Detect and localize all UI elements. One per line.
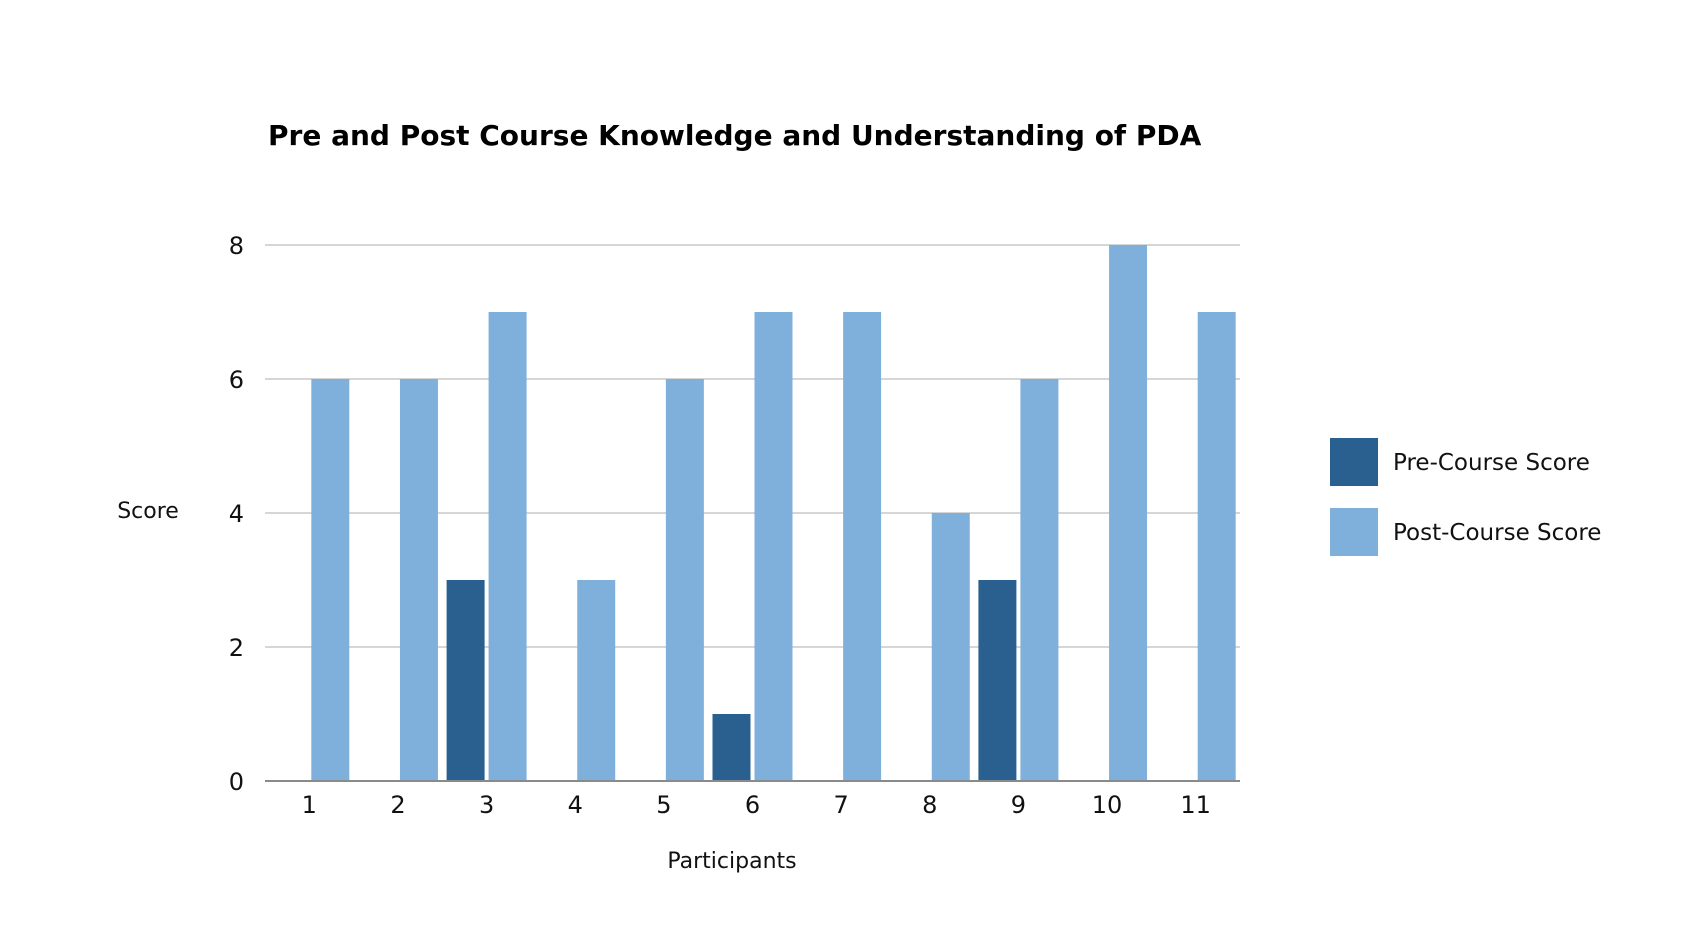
y-tick-label: 2 — [229, 634, 244, 662]
post-course-bar-8 — [931, 513, 970, 781]
post-course-bar-9 — [1020, 379, 1059, 781]
post-course-bar-10 — [1109, 245, 1148, 781]
bars — [311, 245, 1236, 781]
y-tick-label: 6 — [229, 366, 244, 394]
x-tick-label: 7 — [833, 791, 848, 819]
legend-label: Pre-Course Score — [1393, 450, 1590, 476]
legend: Pre-Course Score Post-Course Score — [1330, 438, 1601, 556]
chart-title: Pre and Post Course Knowledge and Unders… — [268, 119, 1202, 152]
x-tick-label: 6 — [745, 791, 760, 819]
post-course-bar-2 — [399, 379, 438, 781]
x-tick-label: 8 — [922, 791, 937, 819]
y-tick-label: 4 — [229, 500, 244, 528]
post-course-bar-1 — [311, 379, 350, 781]
x-axis-title: Participants — [667, 849, 796, 874]
x-tick-label: 5 — [656, 791, 671, 819]
x-tick-label: 3 — [479, 791, 494, 819]
x-axis-ticks: 1 2 3 4 5 6 7 8 9 10 11 — [302, 791, 1211, 819]
pre-course-bar-6 — [712, 714, 751, 781]
post-course-bar-7 — [843, 312, 882, 781]
y-axis-ticks: 0 2 4 6 8 — [229, 232, 244, 796]
x-tick-label: 11 — [1180, 791, 1211, 819]
x-tick-label: 2 — [390, 791, 405, 819]
x-tick-label: 4 — [568, 791, 583, 819]
legend-swatch — [1330, 438, 1378, 486]
x-tick-label: 10 — [1092, 791, 1123, 819]
x-tick-label: 1 — [302, 791, 317, 819]
x-tick-label: 9 — [1011, 791, 1026, 819]
post-course-bar-6 — [754, 312, 793, 781]
post-course-bar-5 — [665, 379, 704, 781]
y-tick-label: 0 — [229, 768, 244, 796]
post-course-bar-11 — [1197, 312, 1236, 781]
pre-course-bar-9 — [978, 580, 1017, 781]
y-tick-label: 8 — [229, 232, 244, 260]
post-course-bar-3 — [488, 312, 527, 781]
y-axis-title: Score — [117, 499, 179, 524]
post-course-bar-4 — [577, 580, 616, 781]
legend-swatch — [1330, 508, 1378, 556]
legend-label: Post-Course Score — [1393, 520, 1601, 546]
pre-course-bar-3 — [446, 580, 485, 781]
